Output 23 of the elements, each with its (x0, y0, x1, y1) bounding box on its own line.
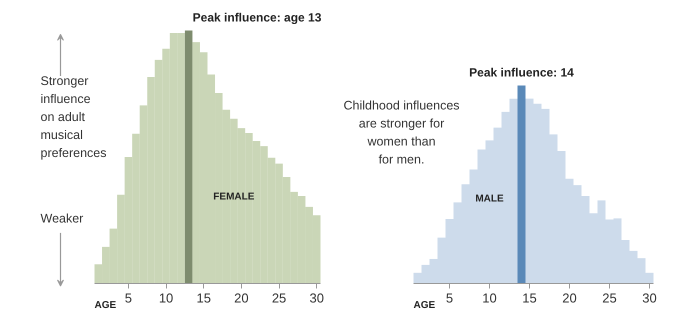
x-tick-label: 25 (272, 290, 286, 306)
annotation: Peak influence: 14 (469, 66, 574, 80)
x-axis-title: AGE (414, 300, 436, 311)
series-label: MALE (475, 193, 504, 204)
series-label: FEMALE (213, 192, 255, 203)
x-tick-label: 30 (310, 290, 324, 306)
x-tick-label: 10 (158, 290, 174, 306)
x-axis-title: AGE (94, 300, 116, 311)
x-tick-label: 5 (124, 290, 132, 306)
x-tick-label: 25 (602, 290, 617, 306)
x-tick-label: 15 (196, 290, 211, 306)
annotation: Childhood influences are stronger for women than for men. (343, 98, 460, 166)
x-tick-label: 20 (234, 290, 249, 306)
x-tick-label: 20 (562, 290, 577, 306)
bar (184, 30, 192, 284)
x-tick-label: 10 (482, 290, 497, 306)
annotation: Peak influence: age 13 (192, 10, 322, 24)
annotation: Stronger influence on adult musical preferences (40, 74, 107, 160)
text: Weaker (40, 211, 84, 226)
bar (518, 86, 526, 284)
x-tick-label: 30 (642, 290, 657, 306)
x-tick-label: 5 (446, 290, 454, 306)
x-tick-label: 15 (522, 290, 537, 306)
